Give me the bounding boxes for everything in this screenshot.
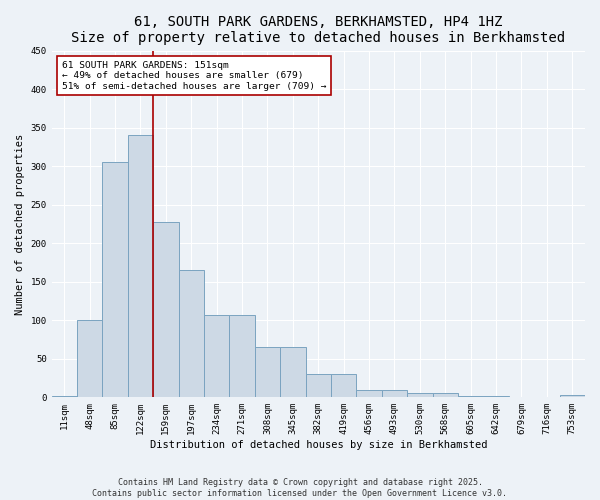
Bar — [229, 315, 255, 398]
X-axis label: Distribution of detached houses by size in Berkhamsted: Distribution of detached houses by size … — [149, 440, 487, 450]
Bar — [280, 347, 305, 398]
Bar — [560, 395, 585, 398]
Y-axis label: Number of detached properties: Number of detached properties — [15, 134, 25, 314]
Bar — [52, 396, 77, 398]
Bar — [331, 374, 356, 398]
Bar — [103, 162, 128, 398]
Bar — [77, 320, 103, 398]
Bar — [356, 390, 382, 398]
Bar — [179, 270, 204, 398]
Text: Contains HM Land Registry data © Crown copyright and database right 2025.
Contai: Contains HM Land Registry data © Crown c… — [92, 478, 508, 498]
Bar — [484, 396, 509, 398]
Bar — [305, 374, 331, 398]
Bar — [204, 315, 229, 398]
Bar — [128, 136, 153, 398]
Bar — [407, 394, 433, 398]
Bar — [153, 222, 179, 398]
Bar — [433, 394, 458, 398]
Text: 61 SOUTH PARK GARDENS: 151sqm
← 49% of detached houses are smaller (679)
51% of : 61 SOUTH PARK GARDENS: 151sqm ← 49% of d… — [62, 61, 327, 90]
Title: 61, SOUTH PARK GARDENS, BERKHAMSTED, HP4 1HZ
Size of property relative to detach: 61, SOUTH PARK GARDENS, BERKHAMSTED, HP4… — [71, 15, 565, 45]
Bar — [382, 390, 407, 398]
Bar — [255, 347, 280, 398]
Bar — [458, 396, 484, 398]
